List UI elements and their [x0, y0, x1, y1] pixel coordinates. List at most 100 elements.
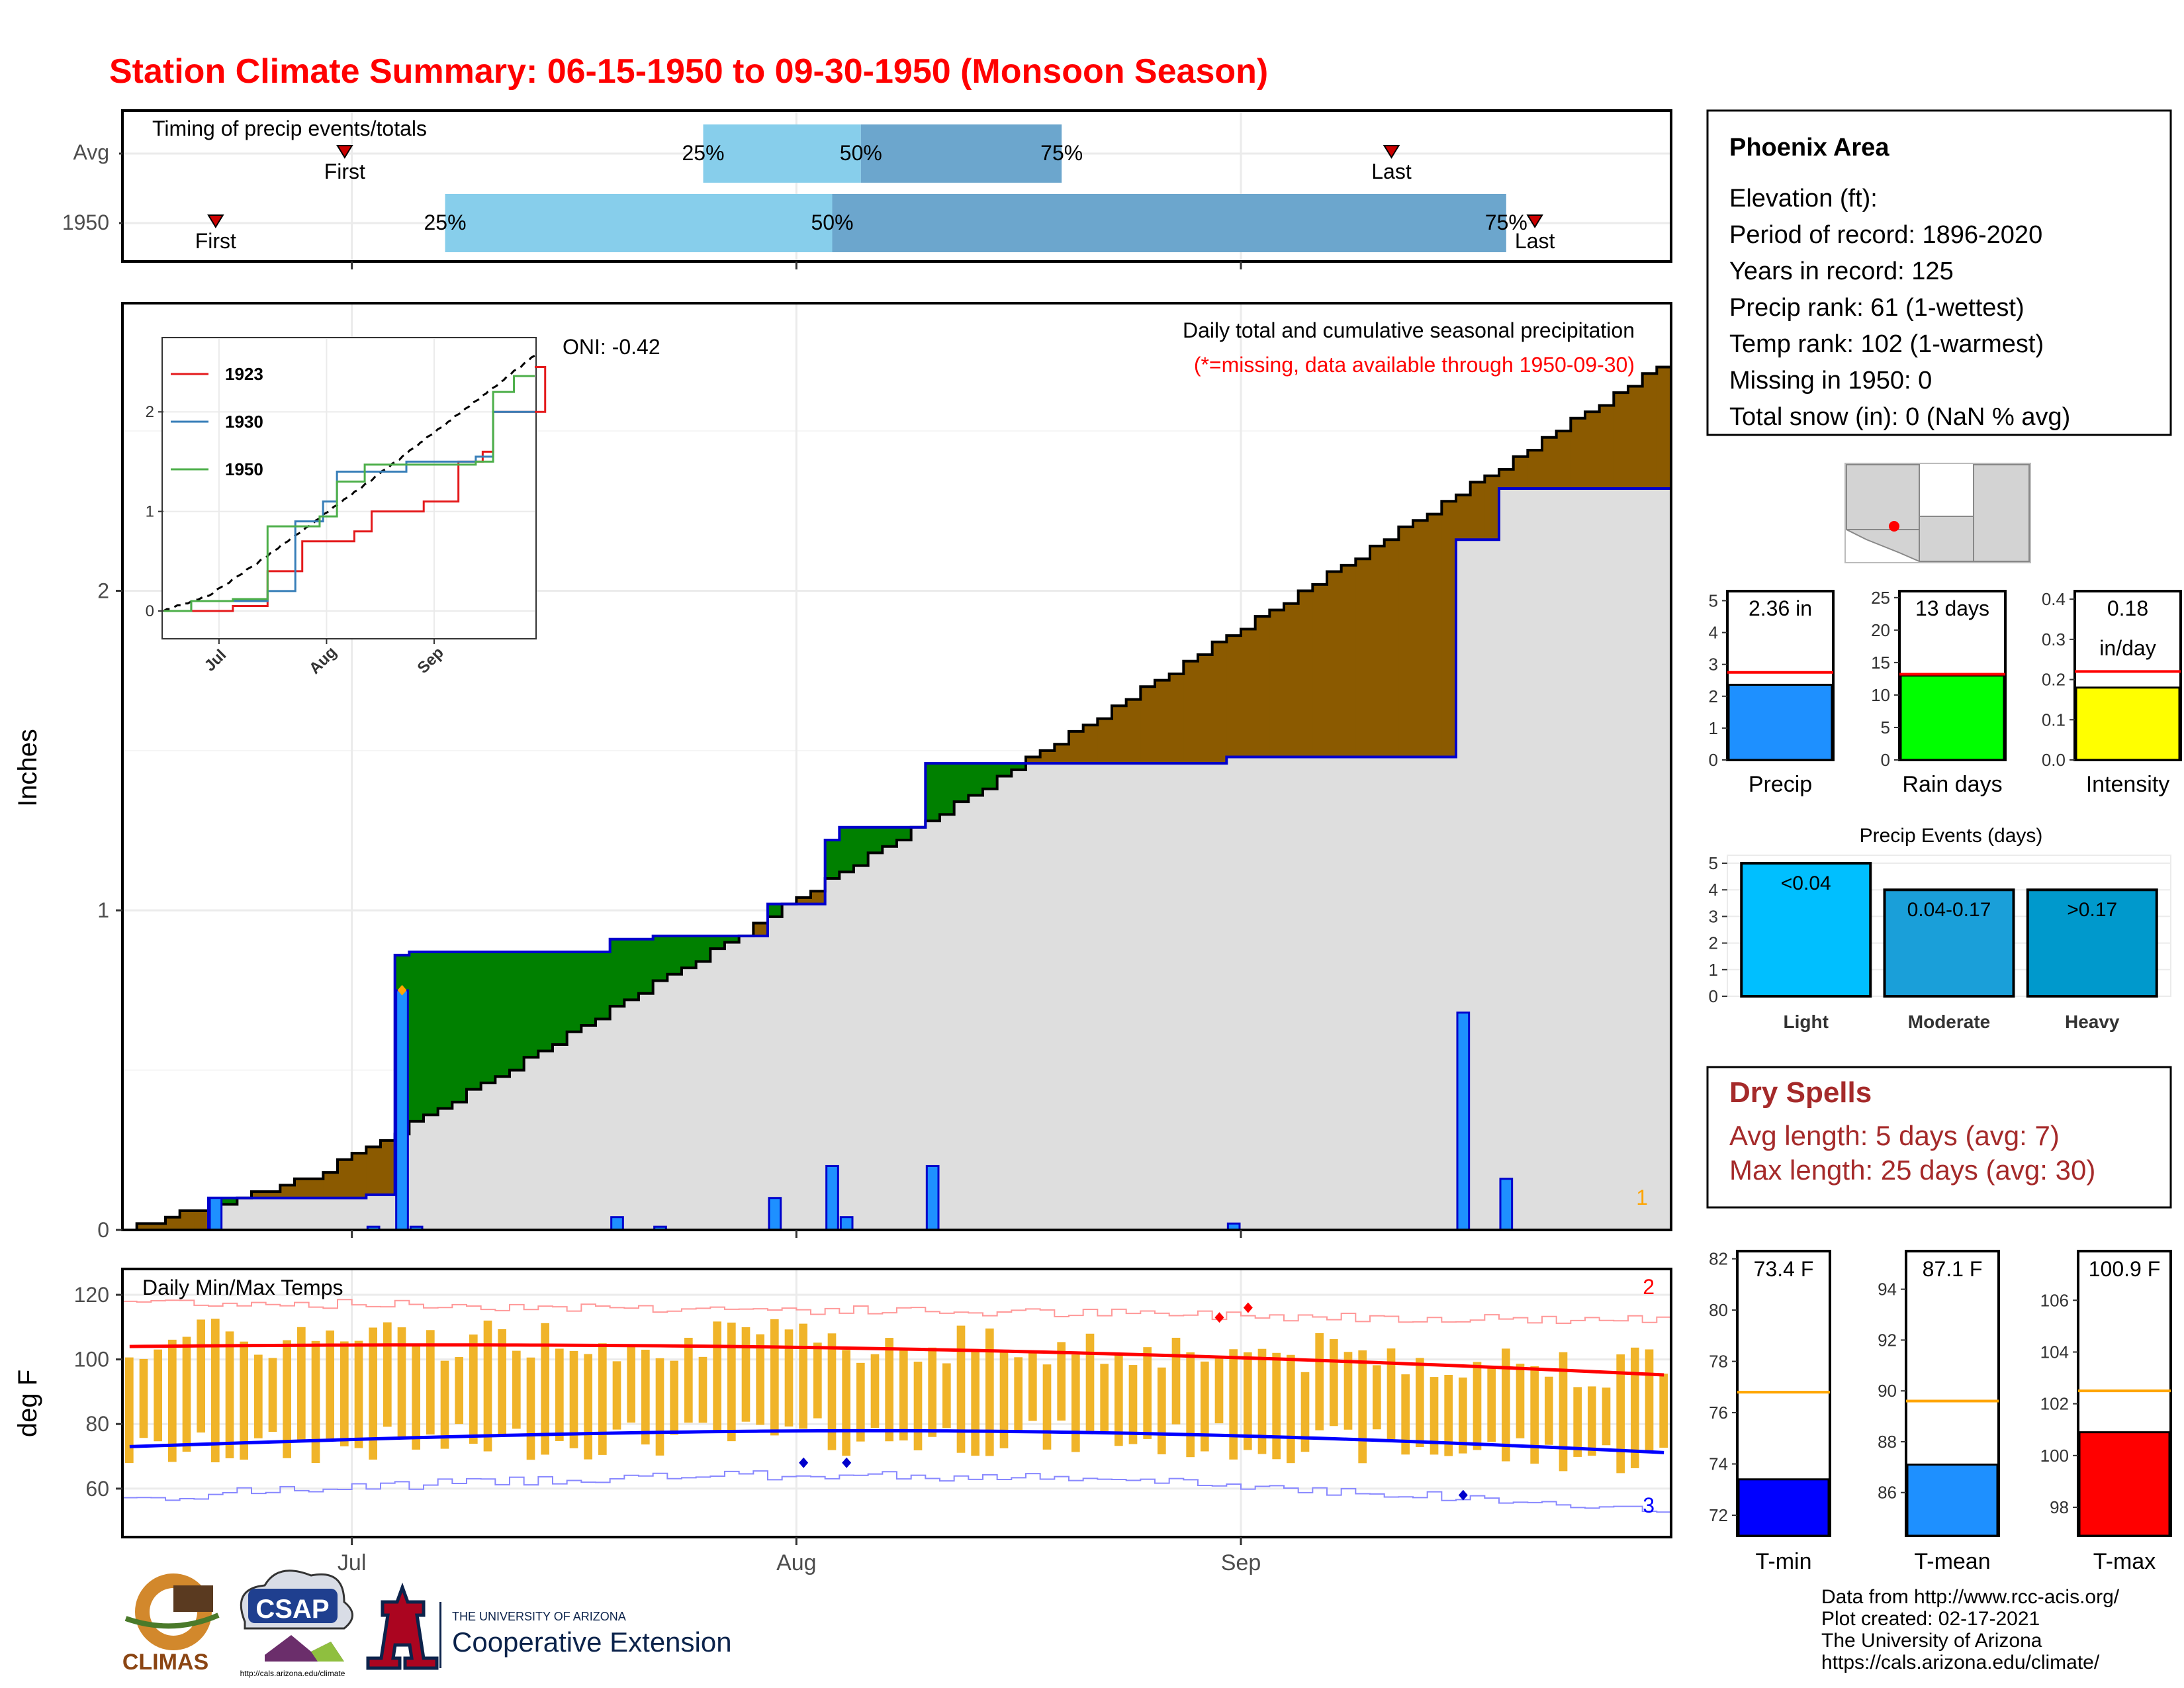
precip-event-label: Light: [1784, 1011, 1829, 1032]
temp-summary-y-tick-label: 90: [1878, 1381, 1897, 1401]
daily-temp-bar: [1559, 1352, 1568, 1472]
daily-temp-bar: [1473, 1362, 1482, 1450]
page-title: Station Climate Summary: 06-15-1950 to 0…: [109, 52, 1268, 91]
daily-temp-bar: [1128, 1365, 1138, 1444]
precip-events-panel: Precip Events (days) 0 1 2 3 4 5 <0.04 Light 0.0…: [1709, 825, 2171, 1032]
summary-y-tick-label: 4: [1709, 623, 1718, 643]
precip-departure-segment: [194, 1211, 209, 1230]
daily-temp-bar: [1300, 1372, 1310, 1452]
precip-departure-segment: [523, 952, 539, 1058]
credit-plot-date: Plot created: 02-17-2021: [1821, 1608, 2040, 1630]
timing-panel-label: Timing of precip events/totals: [152, 117, 427, 140]
daily-temp-bar: [1631, 1347, 1639, 1468]
record-marker: [842, 1457, 852, 1468]
summary-value-bar: [1727, 683, 1833, 761]
precip-departure-segment: [825, 840, 840, 878]
temp-summary-y-tick-label: 78: [1709, 1352, 1728, 1372]
daily-temp-bar: [1214, 1357, 1224, 1424]
precip-departure-segment: [1327, 571, 1342, 757]
summary-y-tick-label: 0: [1881, 750, 1890, 770]
precip-departure-segment: [1040, 750, 1055, 764]
precip-departure-segment: [624, 939, 639, 1000]
timing-first-marker: [207, 214, 224, 228]
precip-departure-segment: [1484, 475, 1500, 540]
precip-departure-segment: [1183, 661, 1199, 764]
temp-y-tick-label: 80: [85, 1412, 109, 1436]
precip-max-marker: [397, 984, 407, 996]
daily-precip-bar: [768, 1197, 782, 1231]
precip-departure-segment: [1269, 610, 1285, 757]
summary-value-label: 2.36 in: [1749, 596, 1812, 620]
daily-temp-bar: [254, 1354, 263, 1438]
precip-y-tick-label: 1: [97, 898, 109, 922]
summary-y-tick-label: 20: [1871, 620, 1890, 640]
precip-departure-segment: [854, 827, 869, 866]
daily-temp-bar: [842, 1350, 850, 1456]
timing-p25-label: 25%: [424, 211, 466, 234]
normal-max-line: [129, 1343, 1664, 1377]
daily-temp-bar: [756, 1334, 764, 1425]
daily-temp-bar: [885, 1338, 893, 1442]
summary-y-tick-label: 2: [1709, 686, 1718, 706]
daily-temp-bar: [999, 1351, 1009, 1448]
inset-legend-label: 1950: [225, 459, 263, 479]
daily-temp-bar: [942, 1363, 951, 1429]
daily-temp-bar: [1315, 1333, 1324, 1430]
summary-y-tick-label: 3: [1709, 655, 1718, 675]
inset-legend-label: 1930: [225, 412, 263, 432]
daily-temp-bar: [211, 1319, 220, 1463]
precip-departure-segment: [1614, 393, 1629, 489]
summary-bar-rain-days: 0 5 10 15 20 25 13 days Rain days: [1871, 588, 2007, 797]
precip-departure-segment: [925, 763, 940, 821]
daily-temp-bar: [784, 1329, 794, 1427]
precip-departure-segment: [495, 952, 510, 1077]
precip-departure-segment: [1441, 501, 1457, 757]
precip-departure-segment: [480, 952, 496, 1083]
daily-precip-bar: [395, 989, 409, 1231]
precip-departure-segment: [1398, 526, 1414, 757]
timing-row-avg-label: Avg: [73, 140, 109, 164]
timing-panel: 25% 50% 75% First Last 25% 50% 75% First Last Tim…: [62, 109, 1672, 269]
precip-departure-segment: [295, 1178, 310, 1198]
temp-panel-label: Daily Min/Max Temps: [142, 1276, 343, 1299]
daily-temp-bar: [1014, 1357, 1023, 1433]
daily-temp-bar: [1085, 1333, 1095, 1431]
temp-x-tick-label: Sep: [1221, 1550, 1261, 1575]
temp-summary-y-tick-label: 94: [1878, 1280, 1897, 1299]
daily-temp-bar: [412, 1346, 420, 1450]
precip-departure-segment: [1499, 469, 1514, 489]
daily-temp-bar: [440, 1360, 449, 1449]
timing-row-1950-label: 1950: [62, 211, 109, 234]
daily-temp-bar: [612, 1361, 621, 1430]
precip-departure-segment: [882, 827, 897, 847]
record-marker: [1214, 1312, 1224, 1323]
daily-precip-bars: [208, 984, 1514, 1231]
inset-series-line: [163, 375, 535, 612]
daily-temp-bar: [455, 1357, 463, 1425]
daily-temp-bar: [283, 1340, 291, 1458]
record-marker: [1458, 1489, 1468, 1501]
daily-temp-bar: [498, 1329, 506, 1434]
summary-y-tick-label: 25: [1871, 588, 1890, 608]
precip-departure-segment: [338, 1159, 353, 1198]
daily-temp-bar: [1186, 1352, 1195, 1458]
dry-spells-box: Dry Spells Avg length: 5 days (avg: 7) M…: [1706, 1066, 2172, 1209]
precip-corner-number: 1: [1636, 1186, 1648, 1209]
events-y-tick-label: 3: [1709, 906, 1718, 926]
daily-temp-bar: [1343, 1352, 1353, 1430]
precip-departure-segment: [1628, 386, 1643, 489]
record-marker: [1243, 1302, 1253, 1313]
precip-departure-segment: [1542, 437, 1557, 489]
precip-departure-segment: [868, 827, 883, 853]
temp-y-tick-label: 60: [85, 1477, 109, 1501]
precip-departure-segment: [753, 923, 768, 936]
summary-y-tick-label: 0.3: [2042, 630, 2066, 649]
daily-temp-bar: [1387, 1348, 1396, 1440]
summary-y-tick-label: 10: [1871, 685, 1890, 705]
credit-institution: The University of Arizona: [1821, 1630, 2042, 1652]
precip-departure-segment: [954, 763, 969, 802]
station-info-box: Phoenix Area Elevation (ft): Period of re…: [1706, 109, 2172, 436]
precip-departure-segment: [553, 952, 568, 1045]
precip-departure-segment: [1341, 565, 1356, 757]
